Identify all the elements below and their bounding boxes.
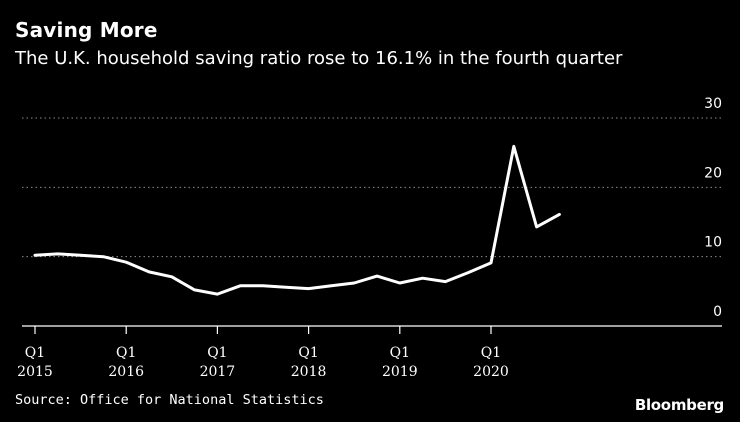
bloomberg-logo: Bloomberg: [634, 396, 724, 414]
x-tick-quarter-2020: Q1: [481, 345, 501, 361]
y-tick-label-0: 0: [713, 304, 722, 320]
x-tick-year-2020: 2020: [473, 364, 509, 380]
gridlines: [22, 117, 722, 258]
x-tick-quarter-2019: Q1: [390, 345, 410, 361]
y-tick-label-30: 30: [704, 96, 722, 112]
x-tick-quarter-2017: Q1: [207, 345, 227, 361]
x-tick-year-2019: 2019: [382, 364, 418, 380]
series-group: [33, 144, 561, 296]
y-axis-tick-labels: 0 10 20 30: [704, 96, 722, 320]
y-tick-label-10: 10: [704, 235, 722, 251]
y-tick-label-20: 20: [704, 165, 722, 181]
source-note: Source: Office for National Statistics: [15, 392, 324, 408]
x-tick-year-2015: 2015: [17, 364, 53, 380]
x-axis: Q1 2015 Q1 2016 Q1 2017 Q1 2018 Q1 2019 Q1 2020: [17, 325, 722, 380]
series-line-saving-ratio: [33, 144, 561, 296]
x-tick-year-2016: 2016: [108, 364, 144, 380]
x-tick-quarter-2018: Q1: [298, 345, 318, 361]
chart-subtitle: The U.K. household saving ratio rose to …: [15, 48, 623, 69]
x-tick-quarter-2016: Q1: [116, 345, 136, 361]
x-tick-quarter-2015: Q1: [25, 345, 45, 361]
chart-title: Saving More: [15, 18, 158, 42]
x-tick-year-2018: 2018: [291, 364, 327, 380]
x-tick-year-2017: 2017: [200, 364, 236, 380]
